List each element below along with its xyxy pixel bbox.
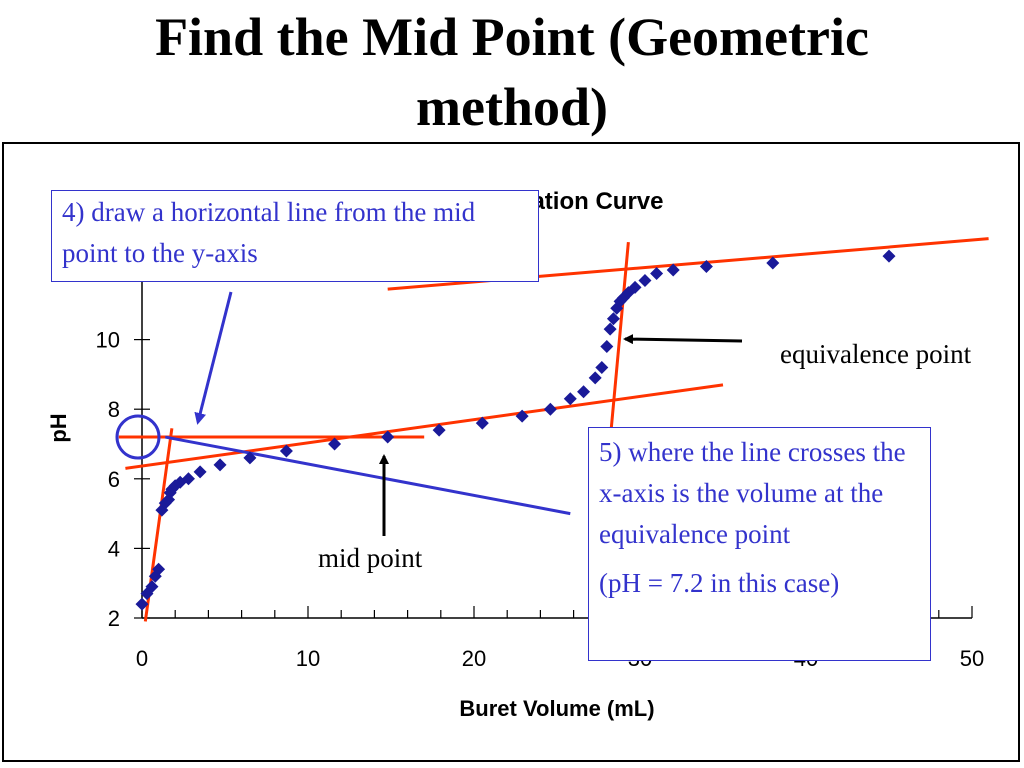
annotation-overlay <box>115 291 743 536</box>
data-point <box>193 465 207 479</box>
data-point <box>603 322 617 336</box>
y-tick-label: 4 <box>108 536 120 561</box>
data-point <box>600 340 614 354</box>
data-point <box>563 392 577 406</box>
data-point <box>638 273 652 287</box>
y-tick-label: 2 <box>108 606 120 631</box>
slide-title-line-1: Find the Mid Point (Geometric <box>155 7 869 67</box>
x-tick-label: 50 <box>960 646 984 671</box>
data-point <box>543 402 557 416</box>
chart-frame <box>2 142 1020 762</box>
bisector-line <box>164 435 571 516</box>
data-point <box>577 385 591 399</box>
data-point <box>650 266 664 280</box>
data-point <box>152 562 166 576</box>
step5-note: (pH = 7.2 in this case) <box>599 568 840 598</box>
data-point <box>145 580 159 594</box>
step5-callout: 5) where the line crosses the x-axis is … <box>588 427 931 661</box>
step4-text: 4) draw a horizontal line from the mid p… <box>62 197 476 268</box>
data-point <box>432 423 446 437</box>
data-point <box>135 597 149 611</box>
data-point <box>181 472 195 486</box>
data-point <box>475 416 489 430</box>
data-point <box>666 263 680 277</box>
x-tick-label: 0 <box>136 646 148 671</box>
step4-pointer-arrow <box>194 291 233 425</box>
step4-callout: 4) draw a horizontal line from the mid p… <box>51 190 539 282</box>
data-point <box>243 451 257 465</box>
data-point <box>381 430 395 444</box>
buffer-region-line <box>125 383 724 470</box>
y-tick-label: 10 <box>96 328 120 353</box>
data-point <box>595 360 609 374</box>
slide-title: Find the Mid Point (Geometric method) <box>0 2 1024 142</box>
data-point <box>328 437 342 451</box>
slide-title-line-2: method) <box>416 77 608 137</box>
y-tick-label: 8 <box>108 397 120 422</box>
y-tick-label: 6 <box>108 467 120 492</box>
data-point <box>515 409 529 423</box>
data-points <box>135 249 896 611</box>
y-intercept-highlight-circle <box>115 414 161 460</box>
data-point <box>766 256 780 270</box>
x-axis-label: Buret Volume (mL) <box>459 696 654 721</box>
y-axis-label: pH <box>46 413 71 442</box>
data-point <box>882 249 896 263</box>
data-point <box>606 312 620 326</box>
x-tick-label: 20 <box>462 646 486 671</box>
data-point <box>699 260 713 274</box>
data-point <box>213 458 227 472</box>
data-point <box>279 444 293 458</box>
equivalence-point-label: equivalence point <box>780 339 972 369</box>
mid-point-label: mid point <box>318 543 423 573</box>
equivalence-arrow <box>623 334 743 345</box>
data-point <box>628 280 642 294</box>
x-tick-label: 10 <box>296 646 320 671</box>
data-point <box>588 371 602 385</box>
step5-text: 5) where the line crosses the x-axis is … <box>599 437 906 549</box>
